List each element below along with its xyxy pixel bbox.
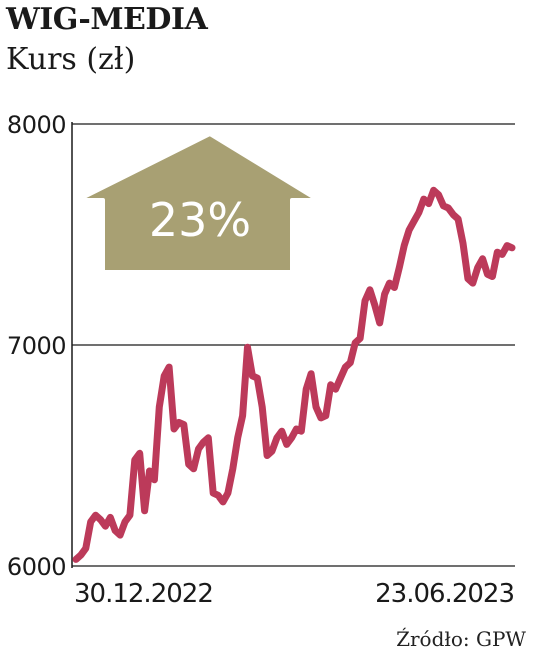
chart-title: WIG-MEDIA — [6, 2, 208, 37]
x-tick-label-end: 23.06.2023 — [375, 579, 514, 609]
growth-badge-label: 23% — [149, 193, 251, 247]
grid-lines — [72, 123, 515, 567]
y-tick-label-7000: 7000 — [7, 332, 66, 360]
x-tick-label-start: 30.12.2022 — [74, 579, 213, 609]
y-tick-labels: 6000 7000 8000 — [7, 111, 67, 581]
source-note: Źródło: GPW — [396, 627, 526, 651]
y-tick-label-8000: 8000 — [7, 111, 66, 139]
chart-subtitle: Kurs (zł) — [6, 42, 136, 77]
up-arrow-icon — [76, 132, 320, 274]
y-tick-label-6000: 6000 — [7, 553, 66, 581]
growth-badge: 23% — [76, 132, 320, 274]
series-line-wig-media — [72, 186, 516, 563]
